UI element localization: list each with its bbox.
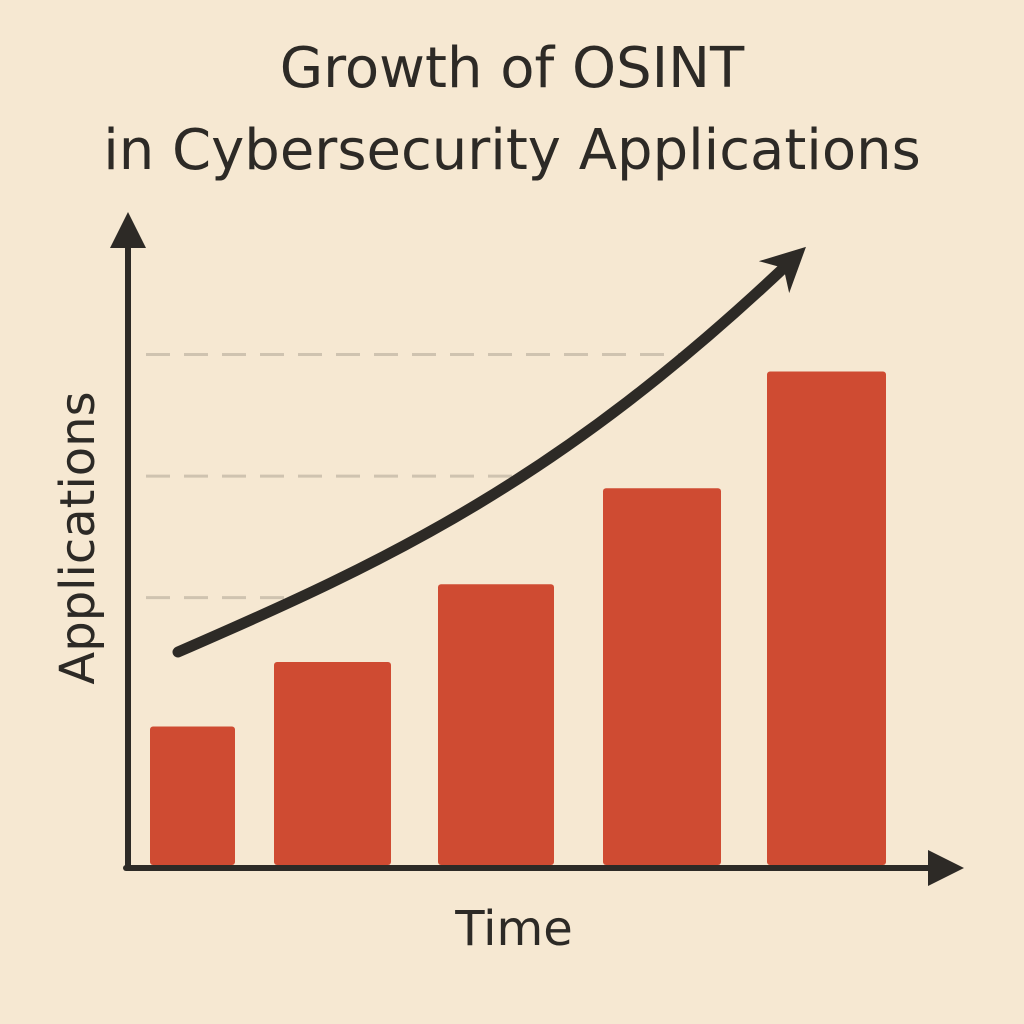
y-axis-label: Applications — [50, 391, 106, 684]
chart-title-line-1: Growth of OSINT — [279, 36, 745, 101]
bar-3 — [438, 584, 554, 865]
bar-4 — [603, 488, 721, 865]
axes — [110, 212, 964, 886]
chart-title: Growth of OSINT in Cybersecurity Applica… — [0, 28, 1024, 192]
bar-5 — [767, 371, 886, 865]
bar-2 — [274, 662, 391, 865]
chart-title-line-2: in Cybersecurity Applications — [103, 118, 921, 183]
bars — [150, 371, 886, 865]
bar-1 — [150, 726, 235, 865]
x-axis-label: Time — [454, 901, 572, 957]
y-axis-arrow-icon — [110, 212, 146, 248]
trend-arrow — [172, 246, 806, 658]
gridlines — [146, 353, 680, 600]
x-axis-arrow-icon — [928, 850, 964, 886]
